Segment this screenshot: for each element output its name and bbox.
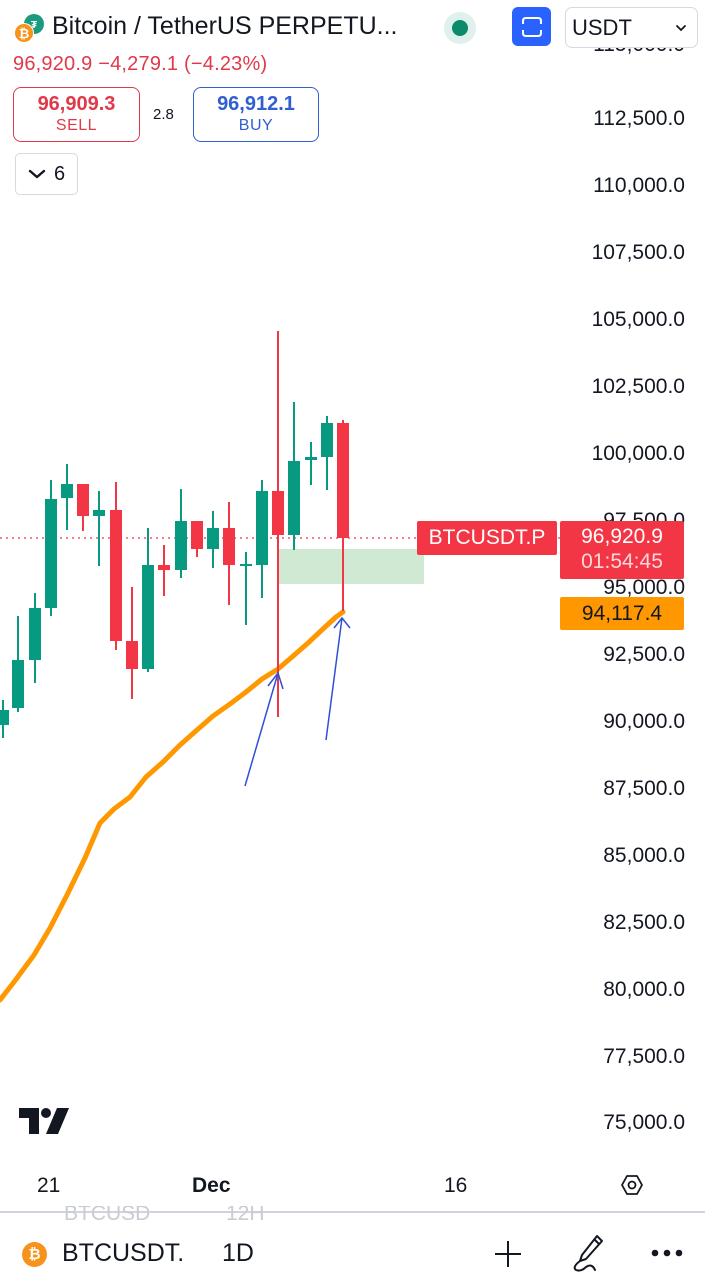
- annotation-arrows[interactable]: [244, 616, 351, 787]
- buy-button[interactable]: 96,912.1 BUY: [193, 87, 319, 142]
- time-axis-label: 21: [37, 1174, 61, 1197]
- price-axis-label: 100,000.0: [591, 442, 685, 465]
- last-price-tag: 96,920.9 01:54:45: [560, 521, 684, 579]
- bar-countdown: 01:54:45: [581, 550, 663, 573]
- support-zone-rectangle[interactable]: [279, 549, 424, 584]
- price-axis-label: 85,000.0: [603, 844, 685, 867]
- currency-value: USDT: [572, 14, 632, 40]
- symbol-price-tag: BTCUSDT.P: [417, 521, 557, 555]
- price-axis-label: 102,500.0: [591, 375, 685, 398]
- arrow-1[interactable]: [244, 672, 279, 787]
- drawing-tools-button[interactable]: [570, 1233, 606, 1278]
- price-axis-label: 107,500.0: [591, 241, 685, 264]
- price-axis-label: 105,000.0: [591, 308, 685, 331]
- price-change-pct: (−4.23%): [184, 53, 268, 75]
- price-change-line: 96,920.9 −4,279.1 (−4.23%): [13, 53, 267, 76]
- price-axis-label: 77,500.0: [603, 1045, 685, 1068]
- svg-text:₿: ₿: [19, 26, 30, 41]
- chart-settings-button[interactable]: [619, 1172, 645, 1203]
- price-axis-label: 80,000.0: [603, 978, 685, 1001]
- price-axis-label: 112,500.0: [593, 107, 685, 130]
- price-axis-label: 87,500.0: [603, 777, 685, 800]
- chevron-down-icon: [28, 169, 46, 179]
- indicators-count: 6: [53, 162, 66, 185]
- sell-button[interactable]: 96,909.3 SELL: [13, 87, 140, 142]
- chart-canvas[interactable]: [0, 0, 560, 1160]
- fullscreen-button[interactable]: [512, 7, 551, 46]
- indicators-toggle-button[interactable]: 6: [15, 153, 78, 195]
- plus-icon: [495, 1241, 521, 1267]
- time-axis-label: Dec: [192, 1174, 231, 1197]
- price-axis-label: 110,000.0: [593, 174, 685, 197]
- price-axis-label: 95,000.0: [603, 576, 685, 599]
- price-axis-label: 82,500.0: [603, 911, 685, 934]
- add-button[interactable]: [492, 1238, 524, 1275]
- moving-average-line: [0, 609, 346, 1003]
- time-axis-label: 16: [444, 1174, 468, 1197]
- spread-value: 2.8: [153, 106, 174, 123]
- price-axis-label: 92,500.0: [603, 643, 685, 666]
- symbol-selector[interactable]: BTCUSDT.: [62, 1239, 185, 1267]
- price-change: −4,279.1: [98, 53, 179, 75]
- status-dot-icon: [452, 20, 468, 36]
- interval-selector[interactable]: 1D: [222, 1239, 254, 1267]
- buy-price: 96,912.1: [217, 93, 295, 115]
- pen-icon: [573, 1235, 603, 1272]
- price-axis-label: 90,000.0: [603, 710, 685, 733]
- symbol-title[interactable]: Bitcoin / TetherUS PERPETU...: [52, 12, 398, 40]
- sell-price: 96,909.3: [37, 93, 116, 115]
- market-status-indicator[interactable]: [444, 12, 476, 44]
- sell-label: SELL: [55, 117, 98, 134]
- candlestick-series: [0, 331, 349, 738]
- last-price: 96,920.9: [13, 53, 93, 75]
- more-dots-icon: [651, 1249, 683, 1257]
- last-price-tag-value: 96,920.9: [581, 525, 663, 548]
- settings-hexagon-icon: [621, 1175, 643, 1195]
- ghost-symbol: BTCUSD: [64, 1206, 151, 1224]
- moving-average-price-tag: 94,117.4: [560, 597, 684, 630]
- svg-text:₮: ₮: [31, 20, 37, 31]
- tradingview-logo[interactable]: [19, 1108, 69, 1139]
- buy-label: BUY: [238, 117, 274, 134]
- more-options-button[interactable]: [650, 1246, 684, 1264]
- arrow-2[interactable]: [325, 617, 343, 741]
- price-axis-label: 75,000.0: [603, 1111, 685, 1134]
- ghost-interval: 12H: [226, 1206, 265, 1224]
- bitcoin-icon: ₿: [22, 1242, 47, 1267]
- divider: [0, 1211, 705, 1213]
- chevron-down-icon: [676, 24, 686, 31]
- fullscreen-icon: [521, 16, 542, 37]
- currency-select[interactable]: USDT: [565, 7, 698, 48]
- coin-pair-logo: ₮ ₿: [14, 14, 46, 44]
